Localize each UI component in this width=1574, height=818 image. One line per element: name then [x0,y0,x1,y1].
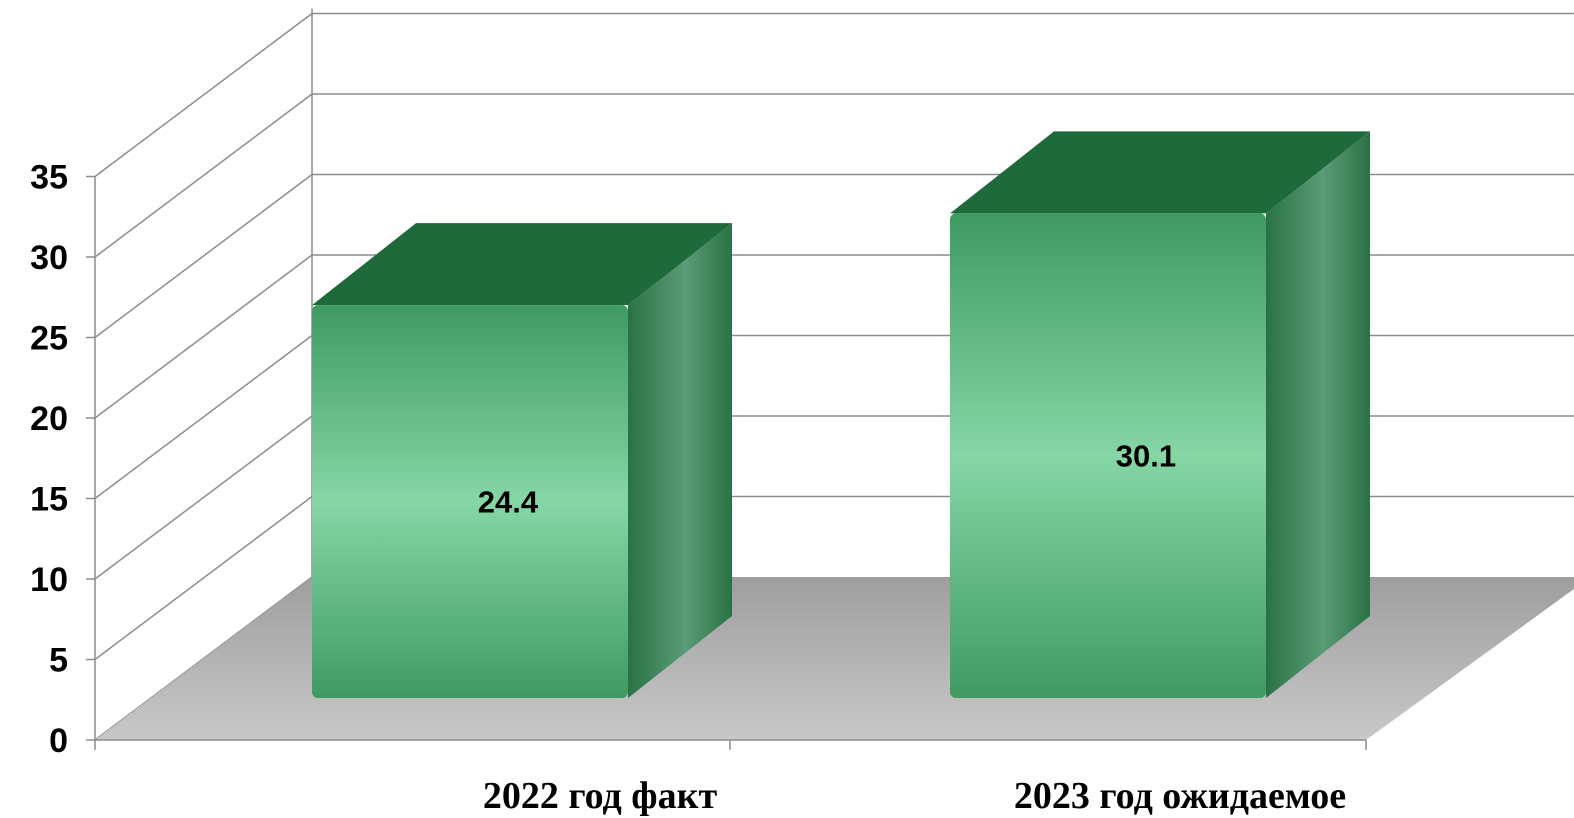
side-gridline [94,12,313,178]
bar-side-face [1266,131,1370,698]
bar-1 [312,223,732,698]
data-label: 30.1 [1116,439,1176,474]
side-gridline [94,254,313,419]
bar-front-face [950,213,1266,698]
y-tick-label: 15 [30,481,68,519]
labels: 24.4 2022 год факт 30.1 2023 год ожидаемое [478,439,1346,817]
y-tick-label: 30 [30,239,68,277]
data-label: 24.4 [478,485,539,520]
bar-side-face [628,223,732,698]
bars [312,131,1370,698]
y-tick-label: 10 [30,561,68,599]
y-tick-label: 35 [30,159,68,197]
category-label: 2022 год факт [483,775,718,817]
bar-front-face [312,305,628,698]
y-tick-label: 20 [30,400,68,438]
axes: 0 5 10 15 20 25 30 35 [30,159,1367,760]
y-tick-label: 5 [49,642,68,680]
bar-2 [950,131,1370,698]
y-tick-label: 0 [49,722,68,760]
side-gridline [94,173,313,339]
category-label: 2023 год ожидаемое [1014,775,1346,817]
side-gridline [94,334,313,500]
side-gridline [94,495,313,661]
bar-top-face [312,223,732,306]
side-gridline [94,93,313,258]
side-gridline [94,415,313,580]
y-tick-label: 25 [30,320,68,358]
bar-top-face [950,131,1370,214]
